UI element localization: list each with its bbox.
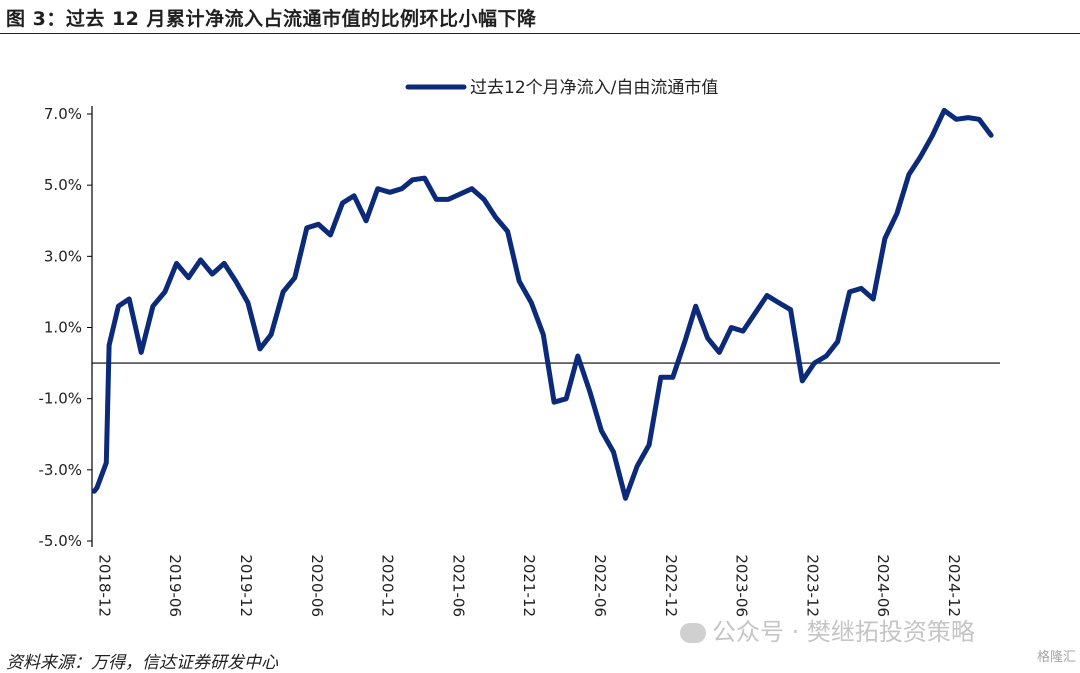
x-tick-label: 2022-12: [662, 554, 680, 617]
corner-watermark: 格隆汇: [1036, 650, 1076, 665]
y-tick-label: 3.0%: [44, 247, 82, 265]
watermark: 公众号 · 樊继拓投资策略: [680, 612, 975, 647]
x-axis-ticks: 2018-12 2019-06 2019-12 2020-06 2020-12 2021-…: [95, 554, 963, 617]
legend: 过去12个月净流入/自由流通市值: [405, 78, 718, 98]
figure-title: 图 3：过去 12 月累计净流入占流通市值的比例环比小幅下降: [6, 8, 537, 30]
wechat-icon: [680, 623, 706, 643]
legend-label: 过去12个月净流入/自由流通市值: [470, 78, 718, 98]
x-tick-label: 2021-12: [520, 554, 538, 617]
x-tick-label: 2023-06: [732, 554, 750, 617]
y-tick-label: -3.0%: [38, 461, 82, 479]
x-tick-label: 2024-12: [945, 554, 963, 617]
y-axis-ticks: -5.0% -3.0% -1.0% 1.0% 3.0% 5.0% 7.0%: [38, 105, 92, 550]
x-tick-label: 2019-12: [237, 554, 255, 617]
x-tick-label: 2022-06: [591, 554, 609, 617]
y-tick-label: -5.0%: [38, 532, 82, 550]
x-tick-label: 2023-12: [803, 554, 821, 617]
x-tick-label: 2024-06: [874, 554, 892, 617]
y-tick-label: 1.0%: [44, 319, 82, 337]
source-note: 资料来源：万得，信达证券研发中心: [6, 653, 278, 673]
y-tick-label: -1.0%: [38, 390, 82, 408]
x-tick-label: 2021-06: [449, 554, 467, 617]
y-tick-label: 7.0%: [44, 105, 82, 123]
x-tick-label: 2020-06: [308, 554, 326, 617]
x-tick-label: 2020-12: [379, 554, 397, 617]
watermark-text: 公众号 · 樊继拓投资策略: [712, 618, 975, 646]
y-tick-label: 5.0%: [44, 176, 82, 194]
title-divider: [0, 33, 1080, 34]
x-tick-label: 2019-06: [166, 554, 184, 617]
x-tick-label: 2018-12: [95, 554, 113, 617]
series-line: [91, 107, 994, 501]
